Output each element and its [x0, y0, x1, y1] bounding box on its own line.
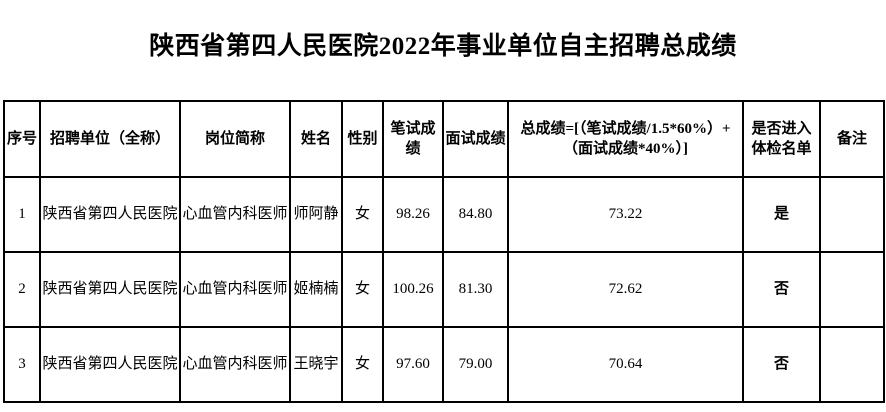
cell-remark [819, 326, 885, 403]
cell-written-score: 100.26 [382, 251, 444, 328]
cell-gender: 女 [341, 176, 384, 253]
header-row: 序号 招聘单位（全称） 岗位简称 姓名 性别 笔试成绩 面试成绩 总成绩=[（笔… [3, 100, 885, 178]
col-header-total-score-formula: 总成绩=[（笔试成绩/1.5*60%）+ （面试成绩*40%）] [507, 100, 744, 178]
cell-written-score: 97.60 [382, 326, 444, 403]
score-table: 序号 招聘单位（全称） 岗位简称 姓名 性别 笔试成绩 面试成绩 总成绩=[（笔… [3, 100, 885, 403]
physical-exam-line2: 体检名单 [751, 141, 812, 157]
col-header-remark: 备注 [819, 100, 885, 178]
physical-exam-line1: 是否进入 [751, 120, 812, 137]
cell-gender: 女 [341, 326, 384, 403]
cell-physical-exam: 是 [742, 176, 821, 253]
cell-total-score: 73.22 [507, 176, 744, 253]
cell-position: 心血管内科医师 [179, 251, 291, 328]
page-title: 陕西省第四人民医院2022年事业单位自主招聘总成绩 [149, 33, 737, 60]
cell-position: 心血管内科医师 [179, 326, 291, 403]
cell-remark [819, 251, 885, 328]
cell-interview-score: 84.80 [442, 176, 509, 253]
table-row: 2 陕西省第四人民医院 心血管内科医师 姬楠楠 女 100.26 81.30 7… [3, 251, 885, 328]
cell-total-score: 72.62 [507, 251, 744, 328]
cell-written-score: 98.26 [382, 176, 444, 253]
cell-total-score: 70.64 [507, 326, 744, 403]
total-formula-line1: 总成绩=[（笔试成绩/1.5*60%）+ [520, 120, 731, 137]
cell-position: 心血管内科医师 [179, 176, 291, 253]
cell-gender: 女 [341, 251, 384, 328]
table-row: 3 陕西省第四人民医院 心血管内科医师 王晓宇 女 97.60 79.00 70… [3, 326, 885, 403]
cell-index: 3 [3, 326, 41, 403]
col-header-physical-exam: 是否进入 体检名单 [742, 100, 821, 178]
cell-physical-exam: 否 [742, 251, 821, 328]
cell-index: 1 [3, 176, 41, 253]
total-formula-line2: （面试成绩*40%）] [563, 141, 688, 157]
col-header-index: 序号 [3, 100, 41, 178]
cell-remark [819, 176, 885, 253]
cell-name: 姬楠楠 [289, 251, 343, 328]
col-header-written-score: 笔试成绩 [382, 100, 444, 178]
col-header-interview-score: 面试成绩 [442, 100, 509, 178]
cell-unit: 陕西省第四人民医院 [39, 251, 181, 328]
cell-interview-score: 79.00 [442, 326, 509, 403]
cell-unit: 陕西省第四人民医院 [39, 326, 181, 403]
cell-name: 王晓宇 [289, 326, 343, 403]
col-header-unit: 招聘单位（全称） [39, 100, 181, 178]
col-header-position: 岗位简称 [179, 100, 291, 178]
table-row: 1 陕西省第四人民医院 心血管内科医师 师阿静 女 98.26 84.80 73… [3, 176, 885, 253]
cell-name: 师阿静 [289, 176, 343, 253]
cell-unit: 陕西省第四人民医院 [39, 176, 181, 253]
col-header-gender: 性别 [341, 100, 384, 178]
cell-index: 2 [3, 251, 41, 328]
cell-interview-score: 81.30 [442, 251, 509, 328]
col-header-name: 姓名 [289, 100, 343, 178]
cell-physical-exam: 否 [742, 326, 821, 403]
